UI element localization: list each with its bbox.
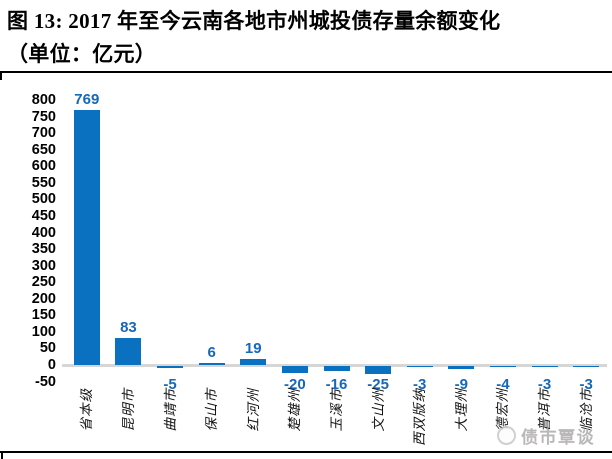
bar [531,366,558,367]
x-category-label: 曲靖市 [162,388,178,432]
y-axis-tick-label: 150 [31,307,56,324]
bar-value-label: -5 [163,376,177,393]
watermark-logo-icon [497,426,516,445]
y-axis-tick-label: 700 [31,125,56,142]
watermark-text: 债市覃谈 [521,428,595,447]
y-axis-tick-label: 800 [31,92,56,108]
x-category-label: 大理州 [453,388,469,432]
y-axis-tick-label: 450 [31,207,56,224]
y-axis-tick-label: 750 [31,108,56,125]
bar [115,337,142,365]
x-axis-line [62,363,607,367]
title-divider-line [0,71,612,73]
bar-value-label: -16 [325,376,348,393]
bar [489,366,516,367]
figure-title-line1: 图 13: 2017 年至今云南各地市州城投债存量余额变化 [7,9,501,33]
x-category-label: 楚雄州 [287,388,303,432]
x-category-label: 省本级 [79,388,95,432]
bar [365,366,392,374]
x-category-label: 保山市 [204,388,220,432]
bar [240,358,267,365]
bar [281,366,308,373]
y-axis-tick-label: 0 [47,357,56,373]
bar-value-label: 769 [74,90,100,108]
y-axis-tick-label: 350 [31,241,56,258]
y-axis-tick-label: 400 [31,224,56,241]
x-category-label: 玉溪市 [329,388,344,432]
bar [323,366,350,371]
table-border-stub-bottom [1,451,3,459]
bar-value-label: 6 [207,343,216,361]
table-border-stub-top [0,71,2,80]
bar-value-label: -25 [367,376,389,393]
bar [573,366,600,367]
x-category-label: 文山州 [370,388,386,432]
bar-value-label: -3 [537,376,552,393]
bar-value-label: -3 [579,376,593,393]
bar-value-label: 83 [120,318,137,336]
x-category-label: 西双版纳 [412,388,428,446]
y-axis-tick-label: 50 [39,340,56,357]
watermark: 债市覃谈 [497,423,595,448]
y-axis-tick-label: 550 [31,174,56,191]
x-category-label: 红河州 [245,388,261,432]
bottom-border-line [0,451,612,453]
bar-value-label: -20 [284,376,306,393]
bar-value-label: -3 [413,376,427,393]
y-axis-tick-label: 300 [31,257,56,274]
bar-value-label: -4 [496,376,510,393]
y-axis-tick-label: 500 [31,191,56,208]
bar [406,366,433,367]
y-axis-tick-label: 650 [31,141,56,158]
y-axis-tick-label: 250 [31,274,56,291]
bar [73,109,100,365]
bar-value-label: -9 [454,376,469,393]
bar-value-label: 19 [244,339,262,357]
figure-title: 图 13: 2017 年至今云南各地市州城投债存量余额变化 （单位：亿元） [7,5,500,71]
y-axis-tick-label: 600 [31,158,56,175]
bar [198,362,225,365]
bar [157,366,184,368]
y-axis-tick-label: 100 [31,323,56,340]
y-axis-tick-label: -50 [35,373,56,390]
x-category-label: 昆明市 [120,388,136,432]
figure-title-line2: （单位：亿元） [7,42,157,66]
y-axis-tick-label: 200 [31,290,56,307]
bar [448,366,475,369]
